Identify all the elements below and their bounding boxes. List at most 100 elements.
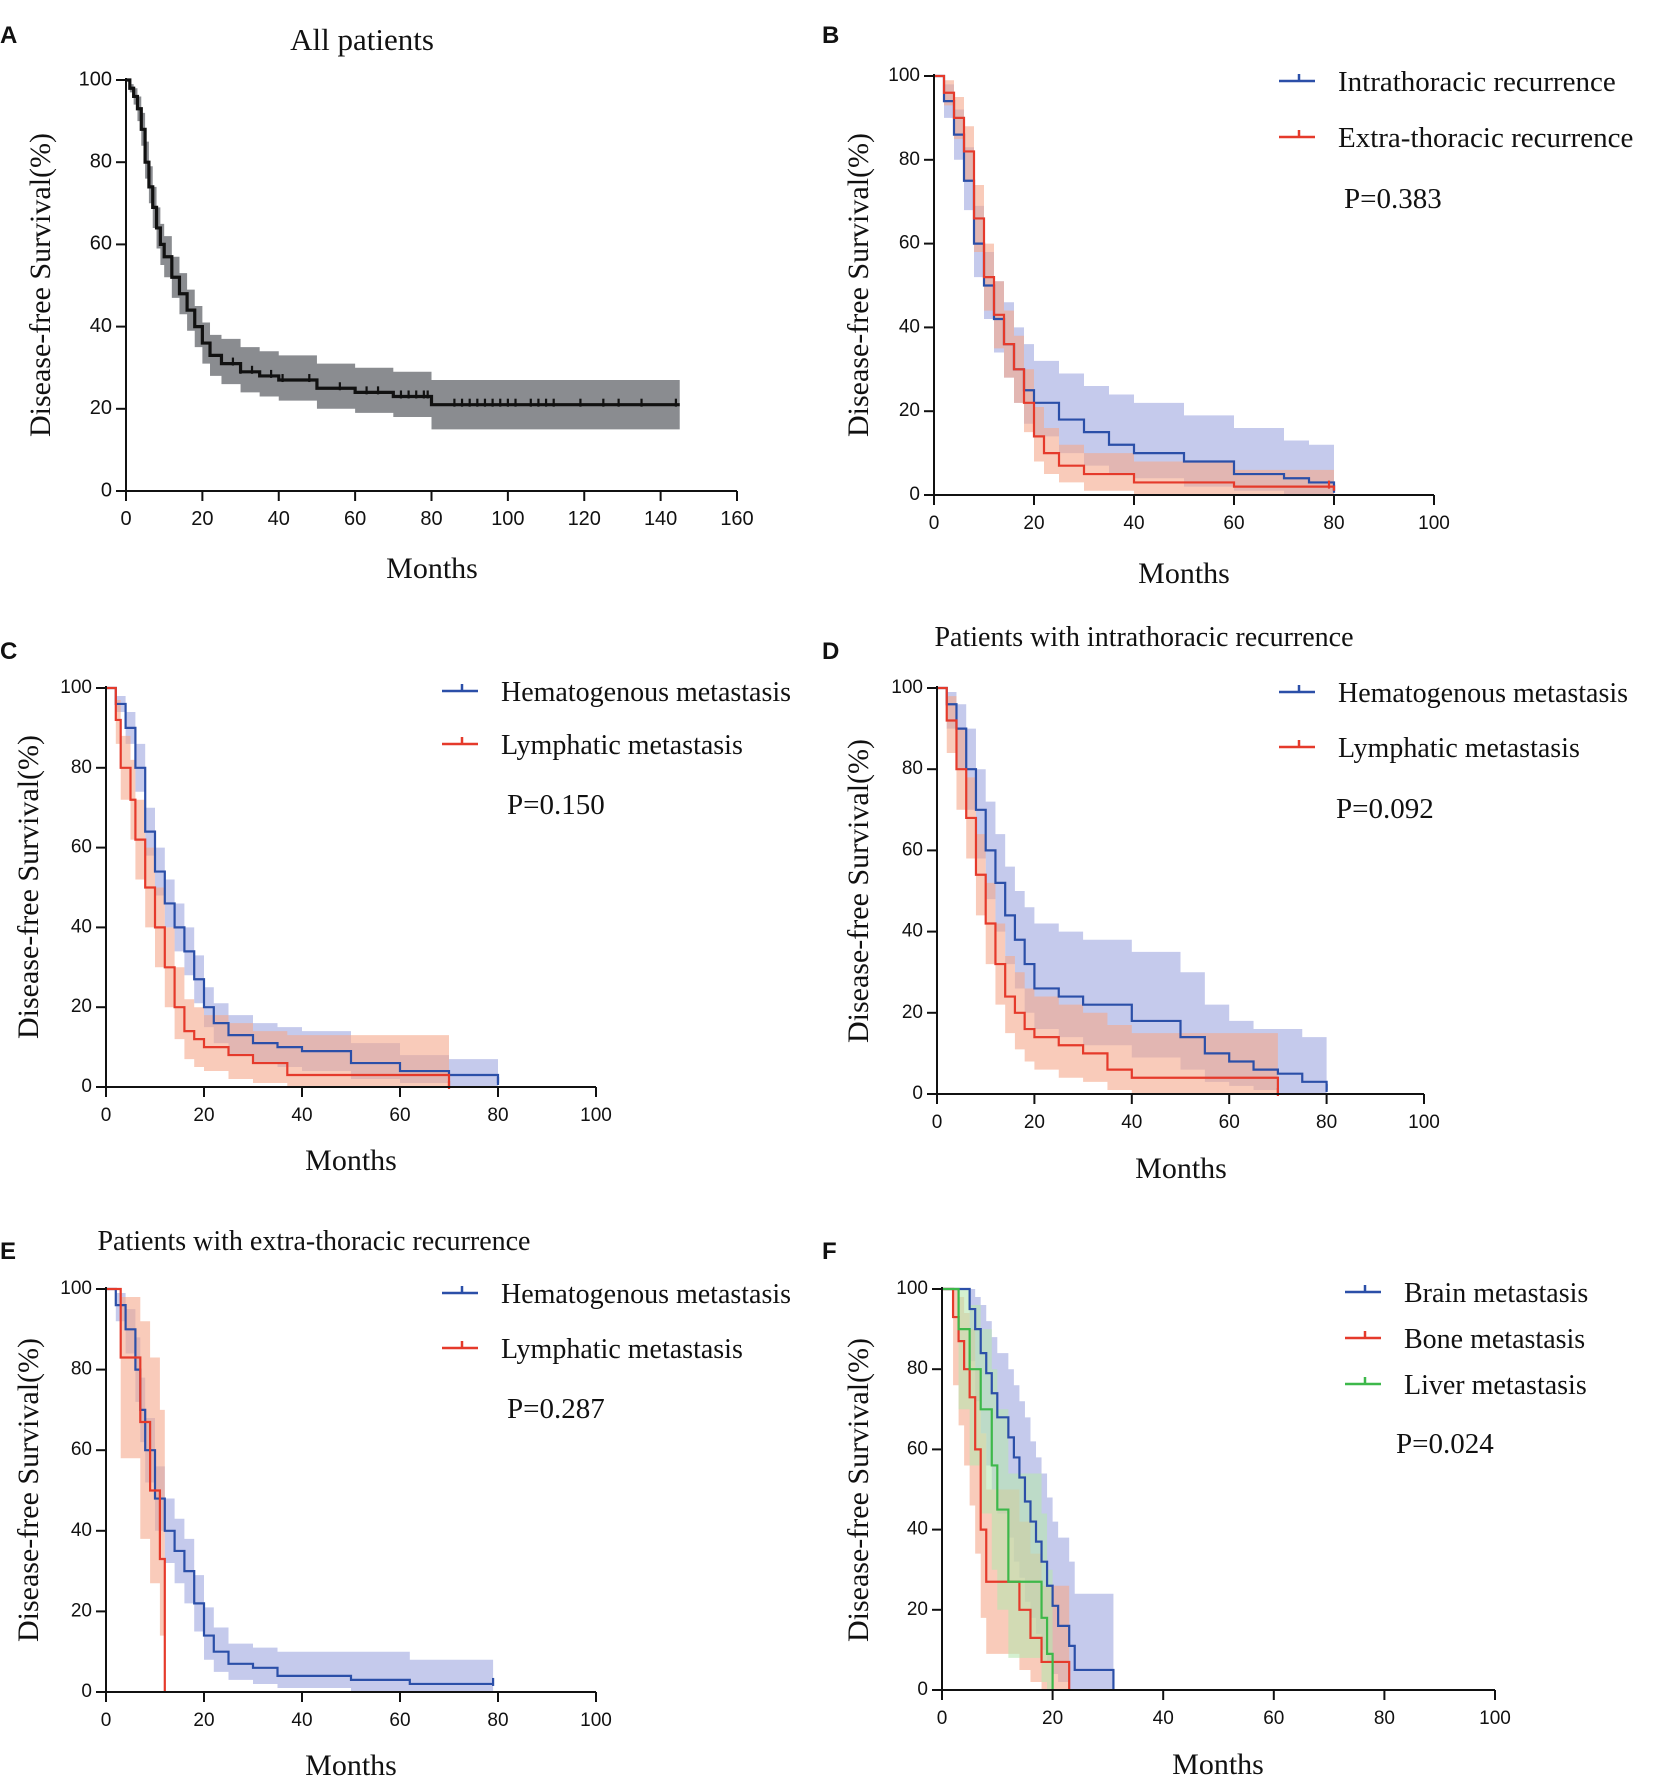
legend-label: Hematogenous metastasis bbox=[501, 1279, 791, 1310]
y-tick-label: 100 bbox=[79, 68, 112, 90]
legend-label: Lymphatic metastasis bbox=[1338, 733, 1580, 764]
y-tick-label: 60 bbox=[71, 1439, 92, 1460]
x-tick-label: 20 bbox=[193, 1105, 214, 1126]
y-axis-label: Disease-free Survival(%) bbox=[12, 1338, 45, 1642]
legend-label: Liver metastasis bbox=[1404, 1370, 1587, 1401]
x-tick-label: 100 bbox=[580, 1710, 612, 1731]
y-tick-label: 40 bbox=[90, 315, 112, 337]
y-tick-label: 0 bbox=[909, 484, 920, 505]
x-tick-label: 40 bbox=[1123, 513, 1144, 534]
x-tick-label: 0 bbox=[932, 1112, 943, 1133]
y-tick-label: 0 bbox=[101, 479, 112, 501]
y-tick-label: 60 bbox=[71, 837, 92, 858]
legend-label: Bone metastasis bbox=[1404, 1324, 1585, 1355]
y-tick-label: 20 bbox=[71, 1600, 92, 1621]
y-tick-label: 60 bbox=[907, 1438, 928, 1459]
p-value: P=0.383 bbox=[1344, 183, 1442, 215]
x-tick-label: 80 bbox=[1323, 513, 1344, 534]
x-tick-label: 40 bbox=[268, 508, 290, 530]
chart-title: Patients with extra-thoracic recurrence bbox=[97, 1226, 530, 1257]
chart-panel-f: F 0 20 40 60 80 100 0 20 40 60 80 100 Months Disease-f… bbox=[822, 1238, 1588, 1776]
confidence-band-2 bbox=[106, 1289, 165, 1692]
y-tick-label: 0 bbox=[912, 1083, 923, 1104]
x-tick-label: 100 bbox=[1408, 1112, 1440, 1133]
x-tick-label: 60 bbox=[389, 1105, 410, 1126]
survival-line-2 bbox=[942, 1287, 1071, 1690]
y-tick-label: 40 bbox=[71, 916, 92, 937]
survival-line-1 bbox=[106, 1287, 494, 1686]
x-tick-label: 60 bbox=[1223, 513, 1244, 534]
y-tick-label: 20 bbox=[71, 996, 92, 1017]
p-value: P=0.287 bbox=[507, 1393, 605, 1425]
x-axis-label: Months bbox=[1135, 1152, 1227, 1185]
y-tick-label: 20 bbox=[902, 1002, 923, 1023]
legend-label: Extra-thoracic recurrence bbox=[1338, 122, 1633, 154]
y-tick-label: 100 bbox=[896, 1278, 928, 1299]
panel-label: D bbox=[822, 638, 839, 665]
x-tick-label: 120 bbox=[568, 508, 601, 530]
x-tick-label: 60 bbox=[389, 1710, 410, 1731]
y-tick-label: 80 bbox=[71, 757, 92, 778]
legend-label: Lymphatic metastasis bbox=[501, 1334, 743, 1365]
legend-label: Hematogenous metastasis bbox=[1338, 678, 1628, 709]
chart-title: Patients with intrathoracic recurrence bbox=[934, 622, 1353, 653]
p-value: P=0.150 bbox=[507, 789, 605, 821]
x-axis-label: Months bbox=[305, 1144, 397, 1177]
x-tick-label: 0 bbox=[101, 1105, 112, 1126]
x-tick-label: 80 bbox=[1374, 1708, 1395, 1729]
x-tick-label: 20 bbox=[1042, 1708, 1063, 1729]
y-tick-label: 0 bbox=[81, 1076, 92, 1097]
y-tick-label: 40 bbox=[71, 1520, 92, 1541]
p-value: P=0.092 bbox=[1336, 793, 1434, 825]
y-tick-label: 80 bbox=[902, 758, 923, 779]
chart-panel-d: D Patients with intrathoracic recurrence 0… bbox=[822, 622, 1628, 1185]
x-axis-label: Months bbox=[305, 1749, 397, 1776]
survival-line-2 bbox=[937, 686, 1279, 1094]
y-tick-label: 60 bbox=[902, 839, 923, 860]
confidence-band-2 bbox=[106, 688, 449, 1087]
x-tick-label: 0 bbox=[101, 1710, 112, 1731]
y-tick-label: 80 bbox=[90, 150, 112, 172]
confidence-band-1 bbox=[106, 1289, 494, 1692]
legend-label: Intrathoracic recurrence bbox=[1338, 66, 1616, 98]
y-axis-label: Disease-free Survival(%) bbox=[24, 133, 57, 437]
legend-label: Brain metastasis bbox=[1404, 1278, 1588, 1309]
panel-label: B bbox=[822, 22, 839, 49]
y-axis-label: Disease-free Survival(%) bbox=[842, 133, 875, 437]
x-tick-label: 0 bbox=[937, 1708, 948, 1729]
x-tick-label: 140 bbox=[644, 508, 677, 530]
chart-title: All patients bbox=[290, 22, 434, 57]
survival-line-2 bbox=[106, 1287, 166, 1692]
x-tick-label: 80 bbox=[487, 1710, 508, 1731]
chart-panel-a: A All patients 0 20 40 60 80 100 0 20 40 60 80 100 120… bbox=[0, 22, 754, 585]
chart-panel-c: C 0 20 40 60 80 100 0 20 40 60 80 100 Months Disease-f… bbox=[0, 638, 791, 1177]
chart-panel-e: E Patients with extra-thoracic recurrence… bbox=[0, 1226, 791, 1776]
panel-label: C bbox=[0, 638, 17, 665]
x-tick-label: 0 bbox=[929, 513, 940, 534]
y-tick-label: 100 bbox=[888, 65, 920, 86]
y-tick-label: 40 bbox=[899, 316, 920, 337]
y-tick-label: 80 bbox=[907, 1358, 928, 1379]
x-tick-label: 0 bbox=[120, 508, 131, 530]
p-value: P=0.024 bbox=[1396, 1428, 1494, 1460]
panel-label: A bbox=[0, 22, 17, 49]
y-tick-label: 40 bbox=[907, 1519, 928, 1540]
x-tick-label: 60 bbox=[1219, 1112, 1240, 1133]
y-tick-label: 100 bbox=[60, 1278, 92, 1299]
y-tick-label: 100 bbox=[60, 677, 92, 698]
x-tick-label: 20 bbox=[1023, 513, 1044, 534]
y-tick-label: 100 bbox=[891, 677, 923, 698]
x-axis-label: Months bbox=[1138, 557, 1230, 590]
survival-line-2 bbox=[106, 686, 451, 1087]
x-tick-label: 100 bbox=[1418, 513, 1450, 534]
x-tick-label: 100 bbox=[491, 508, 524, 530]
x-tick-label: 80 bbox=[1316, 1112, 1337, 1133]
y-tick-label: 0 bbox=[81, 1681, 92, 1702]
x-axis-label: Months bbox=[1172, 1748, 1264, 1776]
x-tick-label: 60 bbox=[344, 508, 366, 530]
survival-line-2 bbox=[934, 74, 1336, 491]
y-tick-label: 80 bbox=[71, 1359, 92, 1380]
survival-line-1 bbox=[126, 78, 680, 407]
y-tick-label: 20 bbox=[907, 1599, 928, 1620]
